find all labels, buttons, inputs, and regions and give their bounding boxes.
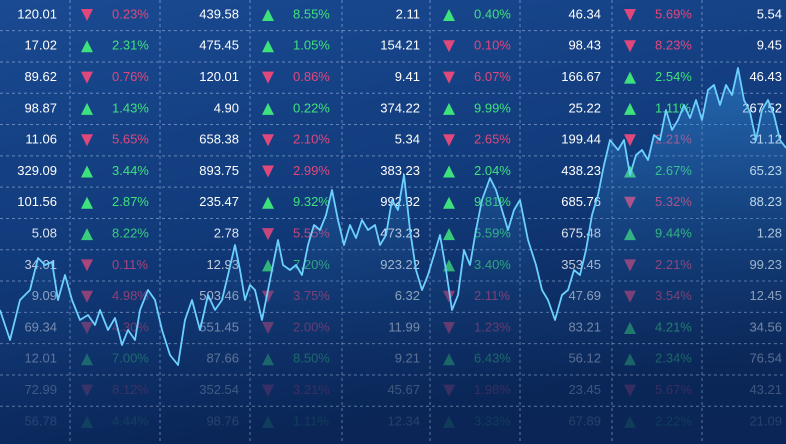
change: 2.54% [655,69,692,84]
arrow-up [81,40,93,53]
price: 475.45 [199,38,239,53]
change: 2.04% [474,163,511,178]
arrow-down [624,9,636,21]
trend-stroke [0,67,786,366]
arrow-up [443,9,455,21]
arrow-down [81,290,93,303]
price: 120.01 [17,6,57,21]
change: 0.10% [474,38,511,53]
table-row: 17.02 2.31% 475.45 1.05% 154.21 0.10% 98.43 8.2… [24,38,782,53]
change: 5.65% [112,132,149,147]
arrow-up [443,102,455,115]
arrow-up [81,196,93,209]
change: 9.32% [293,194,330,209]
arrow-down [262,228,274,241]
price: 893.75 [199,163,239,178]
change: 0.76% [112,69,149,84]
arrow-up [443,196,455,209]
arrow-up [624,102,636,115]
price: 374.22 [380,100,420,115]
table-row: 98.87 1.43% 4.90 0.22% 374.22 9.99% 25.22 1.11%… [24,100,782,115]
price: 235.47 [199,194,239,209]
change: 5.69% [655,6,692,21]
change: 2.31% [112,38,149,53]
arrow-down [81,9,93,21]
change: 0.22% [293,100,330,115]
price: 25.22 [568,100,601,115]
price: 438.23 [561,163,601,178]
price: 199.44 [561,132,601,147]
change: 2.99% [293,163,330,178]
change: 4.98% [112,288,149,303]
arrow-down [262,71,274,84]
price: 439.58 [199,6,239,21]
arrow-down [443,71,455,84]
price: 98.87 [24,100,57,115]
change: 9.99% [474,100,511,115]
price: 4.90 [214,100,239,115]
arrow-up [81,102,93,115]
price: 98.43 [568,38,601,53]
arrow-up [624,71,636,84]
arrow-down [443,40,455,53]
change: 1.05% [293,38,330,53]
table-row: 89.62 0.76% 120.01 0.86% 9.41 6.07% 166.67 2.54… [24,69,782,84]
price: 11.06 [25,132,57,147]
change: 3.44% [112,163,149,178]
price: 383.23 [380,163,420,178]
price: 658.38 [199,132,239,147]
trend-line [0,67,786,444]
change: 2.65% [474,132,511,147]
arrow-up [262,259,274,272]
price: 154.21 [380,38,420,53]
price: 685.76 [561,194,601,209]
arrow-down [624,134,636,147]
arrow-up [81,165,93,178]
change: 8.23% [655,38,692,53]
arrow-down [81,259,93,272]
arrow-up [262,196,274,209]
price: 120.01 [199,69,239,84]
arrow-up [262,9,274,21]
price: 89.62 [24,69,57,84]
arrow-down [81,134,93,147]
arrow-up [262,40,274,53]
change: 0.11% [112,257,148,272]
arrow-down [443,134,455,147]
change: 1.43% [112,100,149,115]
change: 8.22% [112,226,149,241]
price: 46.34 [568,6,601,21]
change: 6.07% [474,69,511,84]
arrow-down [262,165,274,178]
change: 2.10% [293,132,330,147]
change: 8.55% [293,6,330,21]
arrow-up [443,165,455,178]
change: 0.23% [112,6,149,21]
price: 17.02 [24,38,57,53]
price: 9.45 [757,38,782,53]
arrow-up [262,102,274,115]
change: 0.40% [474,6,511,21]
price: 2.78 [214,226,239,241]
arrow-down [81,71,93,84]
price: 101.56 [17,194,57,209]
trend-area [0,68,786,444]
table-row: 120.01 0.23% 439.58 8.55% 2.11 0.40% 46.34 5.69… [17,6,782,21]
arrow-down [262,134,274,147]
arrow-down [624,40,636,53]
price: 9.41 [395,69,420,84]
price: 329.09 [17,163,57,178]
arrow-up [81,228,93,241]
price: 5.08 [32,226,57,241]
price: 46.43 [749,69,782,84]
price: 2.11 [396,6,420,21]
price: 166.67 [561,69,601,84]
price: 5.34 [395,132,420,147]
price: 5.54 [757,6,782,21]
arrow-up [443,228,455,241]
change: 0.86% [293,69,330,84]
change: 2.87% [112,194,149,209]
